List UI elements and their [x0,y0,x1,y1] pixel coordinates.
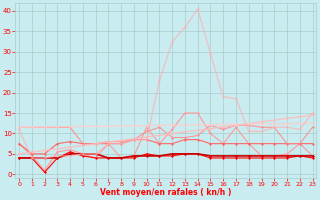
X-axis label: Vent moyen/en rafales ( kn/h ): Vent moyen/en rafales ( kn/h ) [100,188,231,197]
